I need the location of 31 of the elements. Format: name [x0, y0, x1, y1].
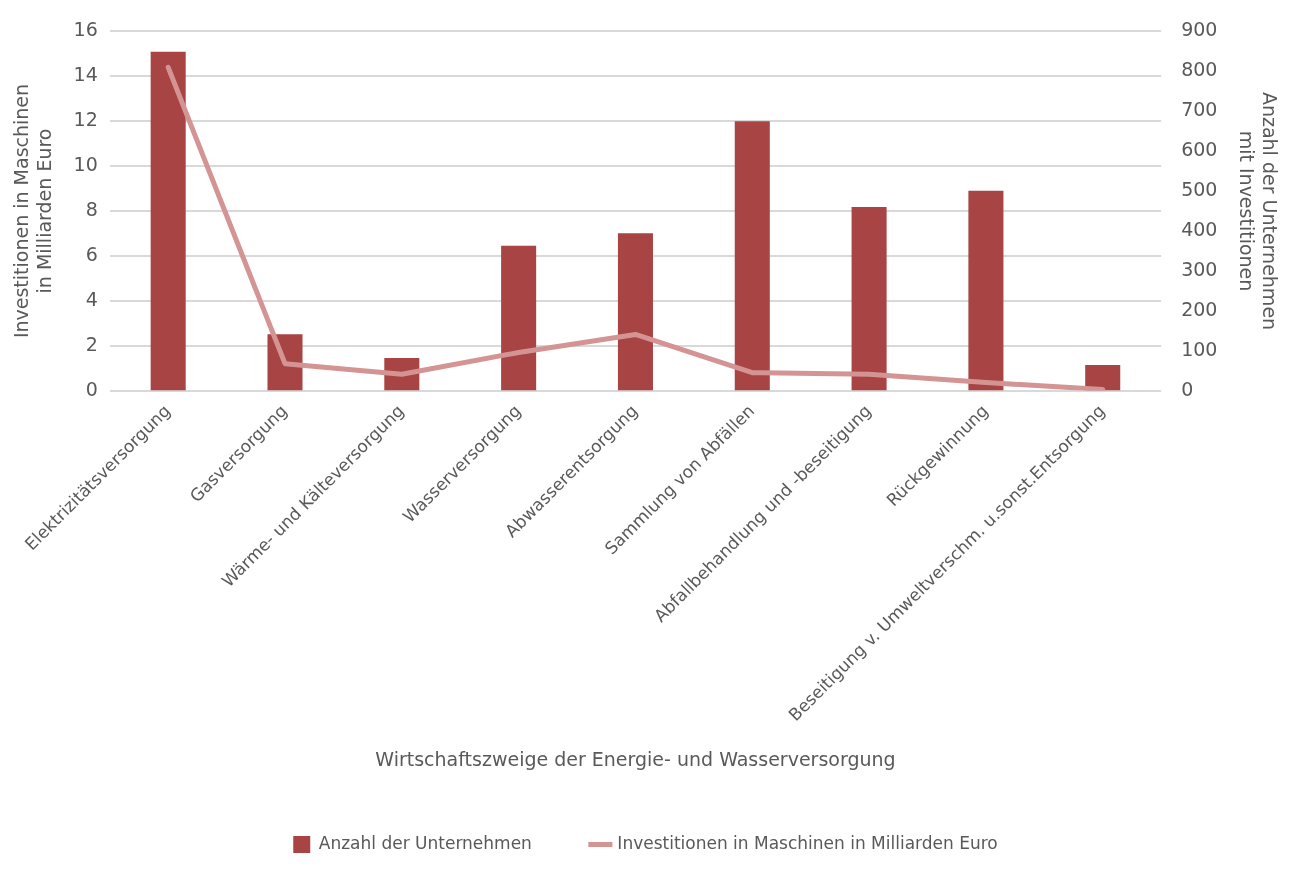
y2-tick-label: 600 [1181, 138, 1218, 161]
y-tick-label: 14 [73, 63, 98, 86]
y2-tick-label: 0 [1181, 377, 1194, 400]
y-tick-label: 10 [73, 153, 98, 176]
y-tick-label: 2 [85, 332, 98, 355]
bar [501, 245, 537, 391]
legend-label: Anzahl der Unternehmen [318, 832, 532, 853]
bar [617, 233, 653, 391]
y-axis-title: Investitionen in Maschinen in Milliarden Euro [10, 83, 56, 339]
legend-label: Investitionen in Maschinen in Milliarden Euro [617, 832, 998, 853]
y2-axis-title: Anzahl der Unternehmen mit Investitionen [1235, 91, 1281, 331]
y-tick-label: 4 [85, 287, 98, 310]
y-tick-label: 16 [73, 18, 98, 41]
bar [968, 190, 1004, 391]
bar [851, 207, 887, 391]
y-tick-label: 12 [73, 108, 98, 131]
y-tick-label: 0 [85, 377, 98, 400]
y-tick-label: 8 [85, 197, 98, 220]
y2-tick-label: 100 [1181, 337, 1218, 360]
y2-tick-label: 500 [1181, 177, 1218, 200]
bar [734, 121, 770, 391]
y2-tick-label: 200 [1181, 297, 1218, 320]
bar [1085, 365, 1121, 391]
y2-tick-label: 300 [1181, 257, 1218, 280]
y2-tick-label: 700 [1181, 98, 1218, 121]
x-axis-title: Wirtschaftszweige der Energie- und Wasserversorgung [375, 747, 896, 770]
y2-tick-label: 800 [1181, 58, 1218, 81]
bar [150, 51, 186, 391]
y2-tick-label: 400 [1181, 217, 1218, 240]
y-tick-label: 6 [85, 242, 98, 265]
y2-tick-label: 900 [1181, 18, 1218, 41]
